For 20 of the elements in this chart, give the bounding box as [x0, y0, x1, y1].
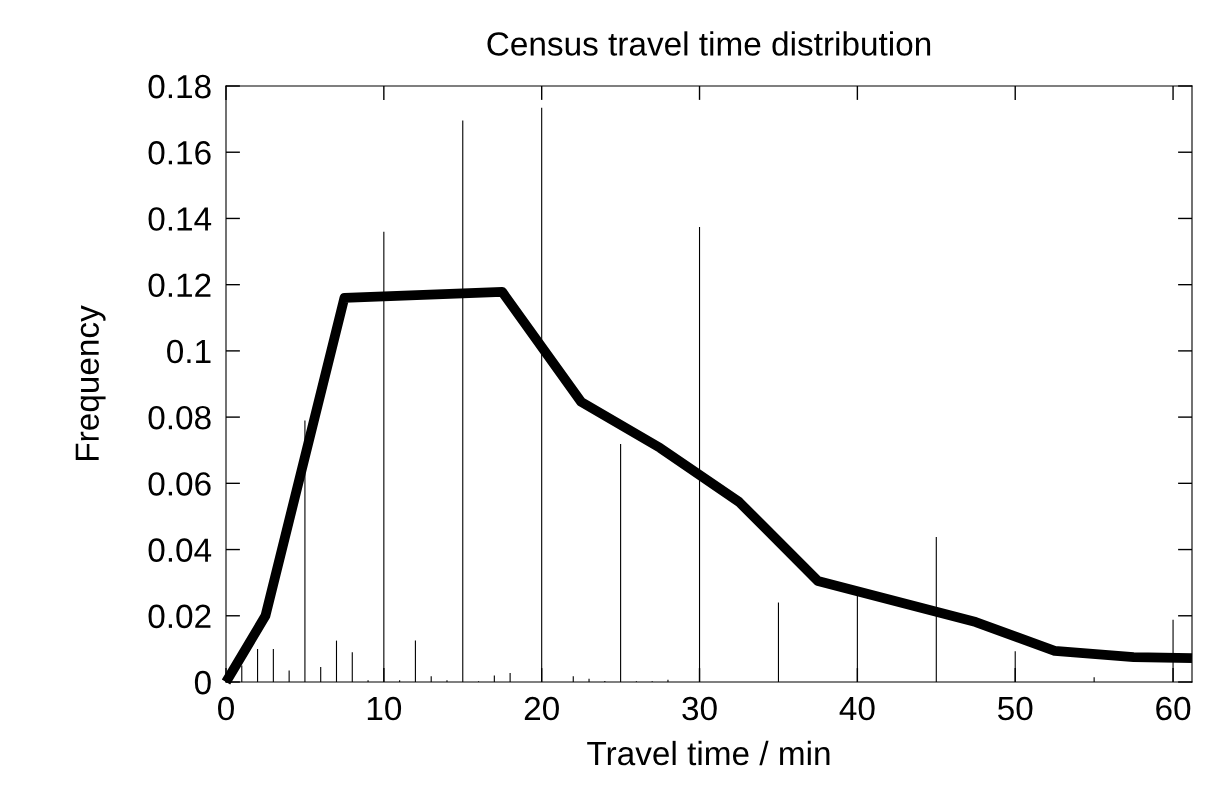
x-tick-label: 30: [682, 696, 717, 721]
y-tick-label: 0.1: [167, 339, 211, 364]
y-tick-label: 0.14: [148, 207, 212, 231]
chart-title: Census travel time distribution: [487, 31, 931, 56]
x-tick-label: 0: [218, 696, 234, 721]
x-tick-label: 60: [1156, 696, 1191, 721]
x-tick-label: 40: [839, 696, 875, 721]
x-tick-label: 50: [998, 696, 1033, 721]
y-tick-label: 0.18: [148, 74, 211, 99]
y-axis-title: Frequency: [75, 305, 106, 460]
y-tick-label: 0: [194, 670, 211, 695]
y-tick-label: 0.08: [148, 405, 211, 430]
y-tick-label: 0.06: [148, 472, 211, 496]
y-tick-label: 0.02: [148, 604, 211, 629]
y-tick-label: 0.04: [148, 538, 212, 562]
x-tick-label: 20: [524, 696, 559, 721]
y-tick-label: 0.16: [148, 141, 211, 165]
x-tick-label: 10: [367, 696, 402, 721]
y-tick-label: 0.12: [148, 273, 211, 298]
x-axis-title: Travel time / min: [587, 740, 830, 766]
